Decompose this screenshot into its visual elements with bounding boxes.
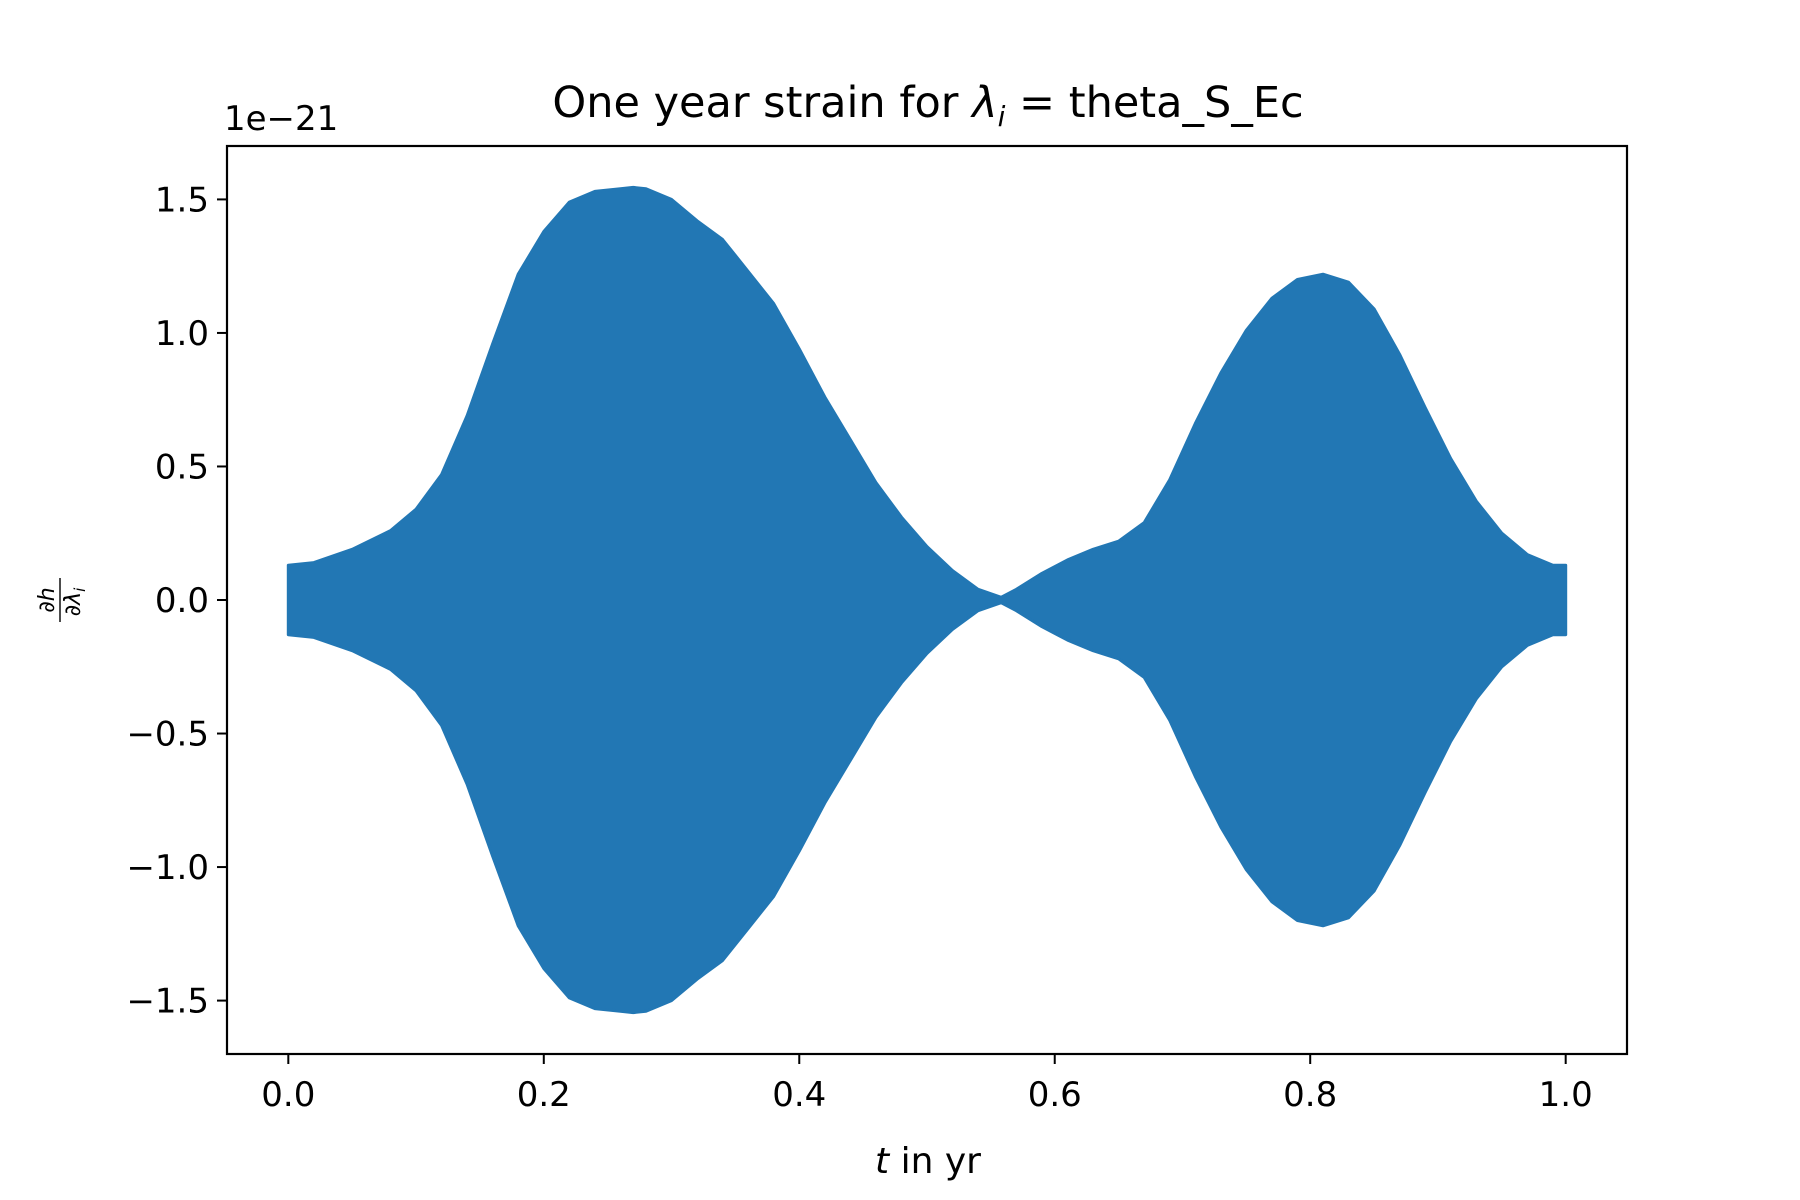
y-tick-label: 1.5 xyxy=(155,180,209,220)
x-axis-label: t in yr xyxy=(875,1141,981,1182)
y-axis-ticks: 1.5 1.0 0.5 0.0 −0.5 −1.0 −1.5 xyxy=(126,180,227,1022)
x-tick-label: 0.6 xyxy=(1028,1075,1082,1115)
y-axis-label-denominator: ∂λi xyxy=(61,587,89,616)
y-tick-label: 1.0 xyxy=(155,314,209,354)
y-tick-label: −0.5 xyxy=(126,715,209,755)
y-tick-label: 0.5 xyxy=(155,447,209,487)
plot-area xyxy=(286,185,1568,1015)
y-tick-label: −1.0 xyxy=(126,848,209,888)
chart-title: One year strain for λi = theta_S_Ec xyxy=(552,78,1303,133)
x-tick-label: 0.2 xyxy=(517,1075,571,1115)
x-tick-label: 0.0 xyxy=(261,1075,315,1115)
y-axis-label-numerator: ∂h xyxy=(35,587,60,612)
x-tick-label: 0.4 xyxy=(772,1075,826,1115)
x-tick-label: 0.8 xyxy=(1283,1075,1337,1115)
y-tick-label: 0.0 xyxy=(155,581,209,621)
x-tick-label: 1.0 xyxy=(1539,1075,1593,1115)
y-tick-label: −1.5 xyxy=(126,982,209,1022)
strain-series-area xyxy=(286,185,1568,1015)
x-axis-ticks: 0.0 0.2 0.4 0.6 0.8 1.0 xyxy=(261,1054,1593,1115)
y-offset-label: 1e−21 xyxy=(224,99,338,139)
y-axis-label: ∂h ∂λi xyxy=(35,578,89,622)
